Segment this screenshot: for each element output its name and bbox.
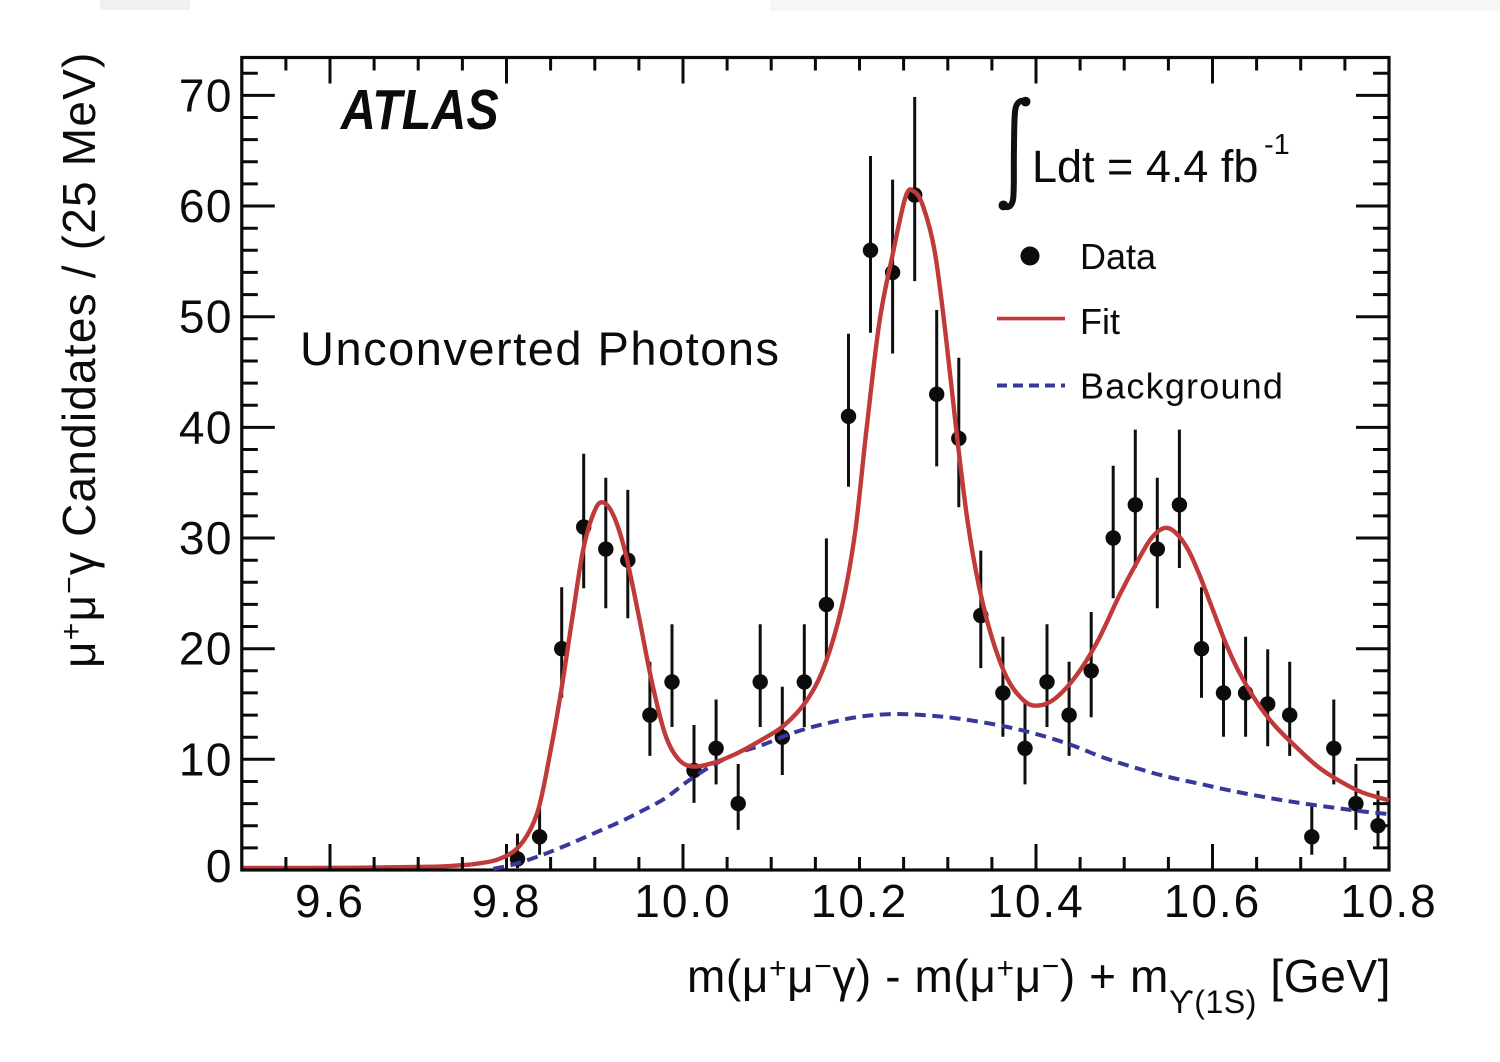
svg-text:ATLAS: ATLAS [339,78,499,142]
svg-text:Unconverted Photons: Unconverted Photons [300,322,781,375]
svg-text:30: 30 [179,512,233,564]
svg-text:50: 50 [179,291,233,343]
svg-text:10.8: 10.8 [1340,875,1438,927]
svg-text:10: 10 [179,733,233,785]
svg-text:9.8: 9.8 [472,875,542,927]
svg-text:10.0: 10.0 [634,875,732,927]
svg-text:Ldt = 4.4 fb: Ldt = 4.4 fb [1032,141,1258,192]
svg-text:40: 40 [179,401,233,453]
svg-text:9.6: 9.6 [295,875,365,927]
svg-text:10.6: 10.6 [1164,875,1262,927]
svg-text:70: 70 [179,69,233,121]
svg-text:10.2: 10.2 [811,875,909,927]
svg-text:20: 20 [179,623,233,675]
svg-text:Fit: Fit [1080,301,1120,342]
svg-text:Data: Data [1080,236,1157,277]
svg-text:Background: Background [1080,366,1284,407]
svg-text:μ+μ−γ Candidates / (25 MeV): μ+μ−γ Candidates / (25 MeV) [53,51,105,668]
svg-text:60: 60 [179,180,233,232]
svg-text:-1: -1 [1264,129,1290,161]
svg-text:0: 0 [206,840,233,892]
svg-text:10.4: 10.4 [987,875,1085,927]
